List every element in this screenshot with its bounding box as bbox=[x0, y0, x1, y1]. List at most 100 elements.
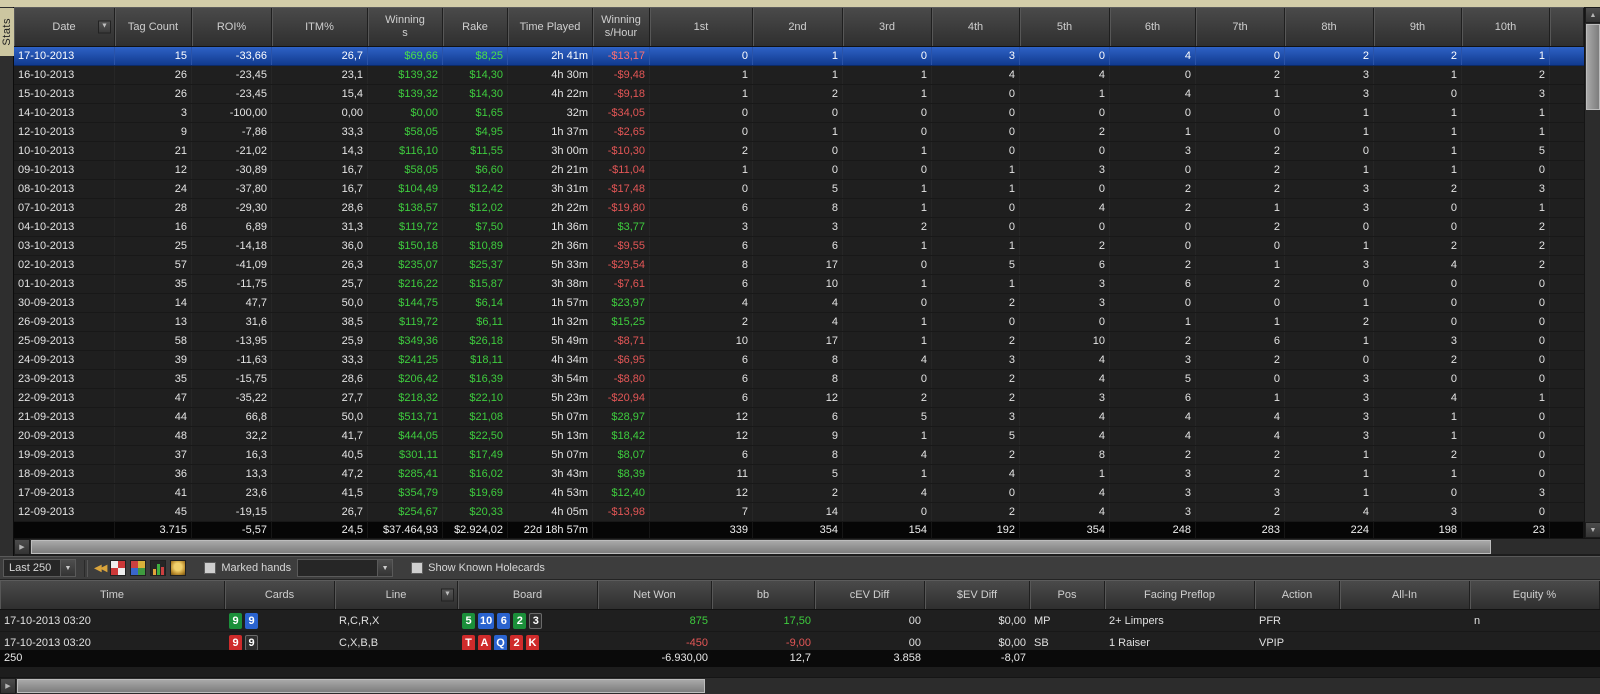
stats-cell: $6,14 bbox=[443, 294, 508, 312]
stats-row[interactable]: 02-10-2013 57 -41,09 26,3 $235,07 $25,37 5h 33… bbox=[14, 256, 1584, 275]
stats-row[interactable]: 23-09-2013 35 -15,75 28,6 $206,42 $16,39 3h 54… bbox=[14, 370, 1584, 389]
stats-row[interactable]: 10-10-2013 21 -21,02 14,3 $116,10 $11,55 3h 00… bbox=[14, 142, 1584, 161]
stats-cell: 0 bbox=[650, 104, 753, 122]
show-holecards-checkbox[interactable] bbox=[411, 562, 424, 574]
hand-row[interactable]: 17-10-2013 03:20 9 9 C,X,B,B T A Q 2 K -450 -9,00 0… bbox=[0, 632, 1600, 650]
stats-row[interactable]: 24-09-2013 39 -11,63 33,3 $241,25 $18,11 4h 34… bbox=[14, 351, 1584, 370]
horizontal-scroll-thumb[interactable] bbox=[31, 540, 1491, 554]
column-header-bb[interactable]: bb bbox=[712, 581, 815, 609]
stats-row[interactable]: 17-10-2013 15 -33,66 26,7 $69,66 $8,25 2h 41m -… bbox=[14, 47, 1584, 66]
chevron-down-icon[interactable]: ▼ bbox=[377, 560, 393, 576]
scroll-up-icon[interactable]: ▲ bbox=[1585, 7, 1600, 23]
stats-row[interactable]: 17-09-2013 41 23,6 41,5 $354,79 $19,69 4h 53m $… bbox=[14, 484, 1584, 503]
scroll-right-icon[interactable]: ▶ bbox=[0, 678, 16, 694]
scroll-down-icon[interactable]: ▼ bbox=[1585, 522, 1600, 538]
hands-table-header: Time Cards Line ▼ Board Net Won bb cEV Diff $EV … bbox=[0, 580, 1600, 610]
column-header-8th[interactable]: 8th bbox=[1285, 8, 1374, 46]
column-header-cev-diff[interactable]: cEV Diff bbox=[815, 581, 925, 609]
column-header-net-won[interactable]: Net Won bbox=[598, 581, 712, 609]
column-header-ev-diff[interactable]: $EV Diff bbox=[925, 581, 1030, 609]
hand-row[interactable]: 17-10-2013 03:20 9 9 R,C,R,X 5 10 6 2 3 875 17,50 0… bbox=[0, 610, 1600, 632]
stats-row[interactable]: 30-09-2013 14 47,7 50,0 $144,75 $6,14 1h 57m $2… bbox=[14, 294, 1584, 313]
column-header-all-in[interactable]: All-In bbox=[1340, 581, 1470, 609]
column-header-facing-preflop[interactable]: Facing Preflop bbox=[1105, 581, 1255, 609]
stats-row[interactable]: 12-10-2013 9 -7,86 33,3 $58,05 $4,95 1h 37m -$2… bbox=[14, 123, 1584, 142]
rewind-icon[interactable]: ◀◀ bbox=[94, 562, 107, 574]
stats-cell: 3 bbox=[1285, 199, 1374, 217]
stats-horizontal-scrollbar[interactable]: ◀ ▶ bbox=[14, 538, 1600, 555]
stats-row[interactable]: 01-10-2013 35 -11,75 25,7 $216,22 $15,87 3h 38… bbox=[14, 275, 1584, 294]
column-header-board[interactable]: Board bbox=[458, 581, 598, 609]
vertical-scroll-thumb[interactable] bbox=[1586, 24, 1600, 110]
marked-hands-select[interactable]: ▼ bbox=[297, 559, 394, 577]
sort-dropdown-icon[interactable]: ▼ bbox=[98, 20, 111, 34]
column-header-action[interactable]: Action bbox=[1255, 581, 1340, 609]
stats-row[interactable]: 07-10-2013 28 -29,30 28,6 $138,57 $12,02 2h 22… bbox=[14, 199, 1584, 218]
stats-row[interactable]: 20-09-2013 48 32,2 41,7 $444,05 $22,50 5h 13m $… bbox=[14, 427, 1584, 446]
marked-grid-icon[interactable] bbox=[110, 560, 127, 576]
stats-cell: $25,37 bbox=[443, 256, 508, 274]
column-header-roi[interactable]: ROI% bbox=[192, 8, 272, 46]
stats-cell: 2 bbox=[932, 370, 1020, 388]
chart-icon[interactable] bbox=[150, 560, 167, 576]
stats-row[interactable]: 08-10-2013 24 -37,80 16,7 $104,49 $12,42 3h 31… bbox=[14, 180, 1584, 199]
column-header-rake[interactable]: Rake bbox=[443, 8, 508, 46]
stats-cell: $16,02 bbox=[443, 465, 508, 483]
column-header-9th[interactable]: 9th bbox=[1374, 8, 1462, 46]
stats-row[interactable]: 09-10-2013 12 -30,89 16,7 $58,05 $6,60 2h 21m -… bbox=[14, 161, 1584, 180]
column-header-4th[interactable]: 4th bbox=[932, 8, 1020, 46]
column-header-pos[interactable]: Pos bbox=[1030, 581, 1105, 609]
column-header-time-played[interactable]: Time Played bbox=[508, 8, 593, 46]
stats-row[interactable]: 26-09-2013 13 31,6 38,5 $119,72 $6,11 1h 32m $1… bbox=[14, 313, 1584, 332]
hands-horizontal-scrollbar[interactable]: ◀ ▶ bbox=[0, 677, 1600, 694]
column-header-itm[interactable]: ITM% bbox=[272, 8, 368, 46]
stats-row[interactable]: 12-09-2013 45 -19,15 26,7 $254,67 $20,33 4h 05… bbox=[14, 503, 1584, 522]
scroll-right-icon[interactable]: ▶ bbox=[14, 539, 30, 555]
column-header-6th[interactable]: 6th bbox=[1110, 8, 1196, 46]
horizontal-scroll-thumb[interactable] bbox=[17, 679, 705, 693]
column-header-10th[interactable]: 10th bbox=[1462, 8, 1550, 46]
stats-cell: 2 bbox=[1110, 332, 1196, 350]
stats-row[interactable]: 19-09-2013 37 16,3 40,5 $301,11 $17,49 5h 07m $… bbox=[14, 446, 1584, 465]
marked-hands-checkbox[interactable] bbox=[204, 562, 217, 574]
column-header-winning-s-hour[interactable]: Winning s/Hour bbox=[593, 8, 650, 46]
stats-row[interactable]: 16-10-2013 26 -23,45 23,1 $139,32 $14,30 4h 30… bbox=[14, 66, 1584, 85]
awards-icon[interactable] bbox=[170, 560, 187, 576]
card-2-clubs: 2 bbox=[513, 612, 527, 629]
stats-cell-filler bbox=[1550, 370, 1584, 388]
stats-row[interactable]: 03-10-2013 25 -14,18 36,0 $150,18 $10,89 2h 36… bbox=[14, 237, 1584, 256]
column-header-5th[interactable]: 5th bbox=[1020, 8, 1110, 46]
stats-row[interactable]: 18-09-2013 36 13,3 47,2 $285,41 $16,02 3h 43m $… bbox=[14, 465, 1584, 484]
stats-cell: 4 bbox=[932, 465, 1020, 483]
stats-row[interactable]: 15-10-2013 26 -23,45 15,4 $139,32 $14,30 4h 22… bbox=[14, 85, 1584, 104]
stats-cell: 6 bbox=[650, 389, 753, 407]
stats-vertical-scrollbar[interactable]: ▲ ▼ bbox=[1584, 7, 1600, 538]
stats-cell: -$11,04 bbox=[593, 161, 650, 179]
column-header-winning-s[interactable]: Winning s bbox=[368, 8, 443, 46]
chevron-down-icon[interactable]: ▼ bbox=[60, 560, 75, 576]
column-header-tag-count[interactable]: Tag Count bbox=[115, 8, 192, 46]
column-header-3rd[interactable]: 3rd bbox=[843, 8, 932, 46]
column-header-7th[interactable]: 7th bbox=[1196, 8, 1285, 46]
color-grid-icon[interactable] bbox=[130, 560, 147, 576]
tab-stats[interactable]: Stats bbox=[0, 8, 14, 56]
column-label: All-In bbox=[1391, 588, 1418, 601]
stats-row[interactable]: 22-09-2013 47 -35,22 27,7 $218,32 $22,10 5h 23… bbox=[14, 389, 1584, 408]
hand-range-select[interactable]: Last 250 ▼ bbox=[3, 559, 76, 577]
column-header-2nd[interactable]: 2nd bbox=[753, 8, 843, 46]
stats-table-body: 17-10-2013 15 -33,66 26,7 $69,66 $8,25 2h 41m -… bbox=[14, 47, 1584, 522]
column-header-date[interactable]: Date ▼ bbox=[14, 8, 115, 46]
column-header-time[interactable]: Time bbox=[0, 581, 225, 609]
stats-row[interactable]: 14-10-2013 3 -100,00 0,00 $0,00 $1,65 32m -$34,… bbox=[14, 104, 1584, 123]
stats-cell: 0 bbox=[932, 142, 1020, 160]
stats-row[interactable]: 21-09-2013 44 66,8 50,0 $513,71 $21,08 5h 07m $… bbox=[14, 408, 1584, 427]
stats-row[interactable]: 04-10-2013 16 6,89 31,3 $119,72 $7,50 1h 36m $3… bbox=[14, 218, 1584, 237]
column-label: $EV Diff bbox=[956, 588, 998, 601]
column-header-cards[interactable]: Cards bbox=[225, 581, 335, 609]
column-header-1st[interactable]: 1st bbox=[650, 8, 753, 46]
filter-dropdown-icon[interactable]: ▼ bbox=[441, 588, 454, 602]
column-header-equity[interactable]: Equity % bbox=[1470, 581, 1600, 609]
stats-cell: 0 bbox=[1020, 142, 1110, 160]
column-header-line[interactable]: Line ▼ bbox=[335, 581, 458, 609]
stats-row[interactable]: 25-09-2013 58 -13,95 25,9 $349,36 $26,18 5h 49… bbox=[14, 332, 1584, 351]
